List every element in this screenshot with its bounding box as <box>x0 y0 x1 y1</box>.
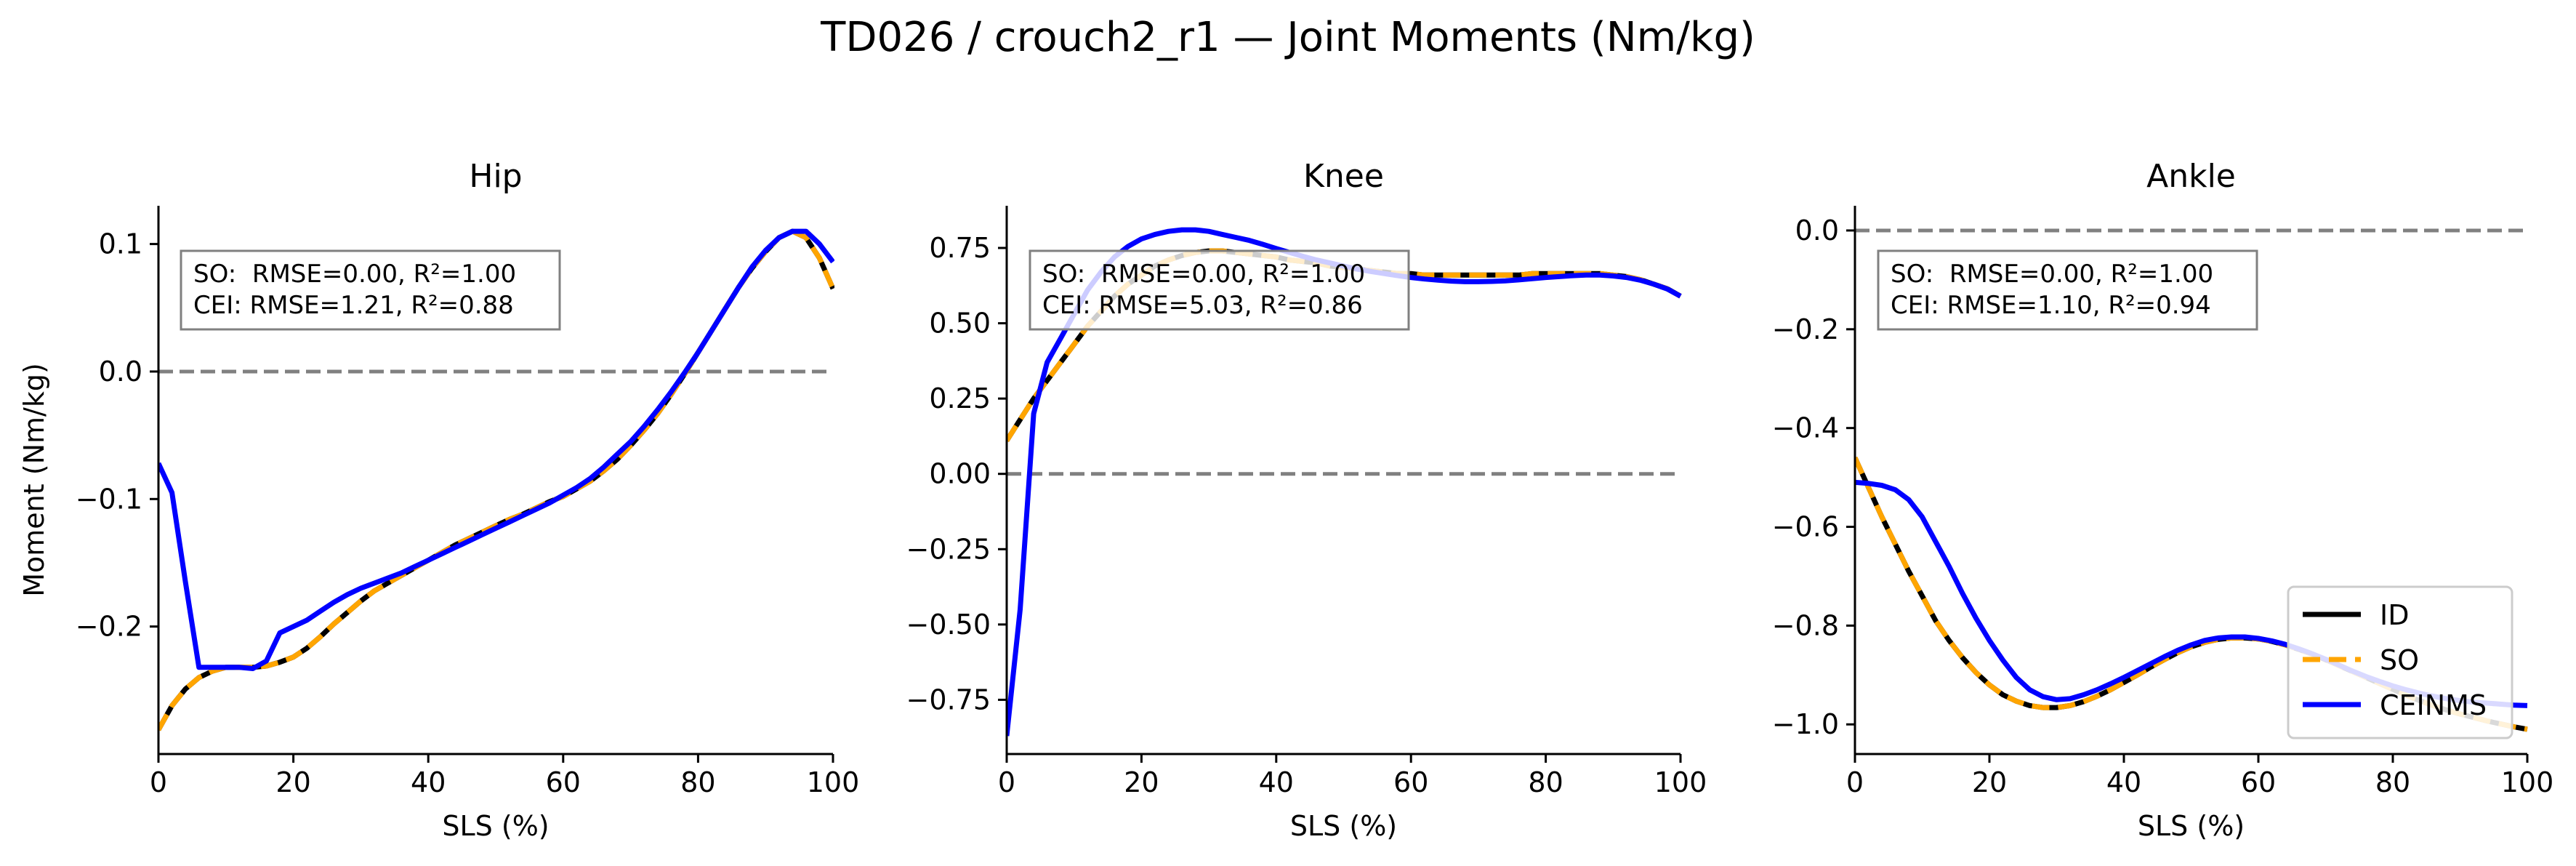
x-tick-label: 40 <box>1259 766 1294 798</box>
y-tick-label: 0.0 <box>1795 215 1839 246</box>
x-tick-label: 100 <box>2501 766 2554 798</box>
x-tick-label: 100 <box>807 766 860 798</box>
panel-title: Knee <box>1303 158 1384 195</box>
stats-box-frame <box>180 249 561 331</box>
x-axis-label: SLS (%) <box>442 810 549 842</box>
y-tick-label: −0.2 <box>76 611 142 643</box>
stats-box-frame <box>1877 249 2258 331</box>
stats-line: SO: RMSE=0.00, R²=1.00 <box>193 260 516 289</box>
y-tick-label: −0.1 <box>76 483 142 515</box>
x-tick-label: 0 <box>998 766 1015 798</box>
legend-label: SO <box>2380 644 2419 676</box>
stats-box-frame <box>1029 249 1410 331</box>
legend: ID SO CEINMS <box>2287 585 2513 739</box>
x-axis-label: SLS (%) <box>2138 810 2245 842</box>
panel-ankle: Ankle 0 20 40 60 80 100 0.0 −0.2 −0.4 −0.6 −0.8 −1.0… <box>1772 158 2554 842</box>
panel-title: Ankle <box>2146 158 2236 195</box>
x-tick-label: 40 <box>411 766 446 798</box>
legend-label: ID <box>2380 599 2409 631</box>
y-tick-label: −1.0 <box>1772 708 1839 740</box>
panel-knee: Knee 0 20 40 60 80 100 0.75 0.50 0.25 0.00 −0.25 −0.… <box>906 158 1707 842</box>
y-tick-label: 0.50 <box>929 308 991 340</box>
y-tick-label: 0.0 <box>99 356 142 388</box>
y-tick-label: 0.00 <box>929 458 991 490</box>
x-tick-label: 0 <box>1846 766 1864 798</box>
x-axis-label: SLS (%) <box>1290 810 1397 842</box>
x-tick-label: 80 <box>1528 766 1563 798</box>
panel-title: Hip <box>469 158 522 195</box>
y-tick-label: −0.75 <box>906 683 991 715</box>
stats-line: SO: RMSE=0.00, R²=1.00 <box>1042 260 1365 289</box>
series-group <box>158 228 834 731</box>
panel-hip: Hip 0 20 40 60 80 100 0.1 0.0 −0.1 −0.2 SLS (%) Mome… <box>18 158 859 842</box>
y-tick-label: −0.4 <box>1772 412 1839 444</box>
x-tick-label: 60 <box>1393 766 1428 798</box>
x-tick-label: 80 <box>680 766 715 798</box>
y-tick-label: 0.25 <box>929 382 991 414</box>
legend-item-ceinms: CEINMS <box>2303 689 2487 721</box>
x-tick-label: 20 <box>1124 766 1159 798</box>
panels: Hip 0 20 40 60 80 100 0.1 0.0 −0.1 −0.2 SLS (%) Mome… <box>18 158 2553 842</box>
y-axis-label: Moment (Nm/kg) <box>18 363 50 597</box>
figure-title: TD026 / crouch2_r1 — Joint Moments (Nm/k… <box>820 14 1755 61</box>
stats-line: CEI: RMSE=5.03, R²=0.86 <box>1042 291 1363 320</box>
stats-line: CEI: RMSE=1.21, R²=0.88 <box>193 291 514 320</box>
legend-item-so: SO <box>2303 644 2419 676</box>
legend-label: CEINMS <box>2380 689 2487 721</box>
stats-line: SO: RMSE=0.00, R²=1.00 <box>1891 260 2213 289</box>
y-tick-label: −0.25 <box>906 533 991 565</box>
x-tick-label: 20 <box>275 766 310 798</box>
legend-frame <box>2287 585 2513 739</box>
x-tick-label: 100 <box>1654 766 1707 798</box>
x-tick-label: 0 <box>150 766 167 798</box>
x-tick-label: 40 <box>2106 766 2141 798</box>
y-tick-label: −0.50 <box>906 609 991 641</box>
x-tick-label: 60 <box>546 766 581 798</box>
x-tick-label: 80 <box>2375 766 2410 798</box>
x-tick-label: 20 <box>1972 766 2007 798</box>
legend-item-id: ID <box>2303 599 2409 631</box>
y-tick-label: −0.2 <box>1772 313 1839 345</box>
x-tick-label: 60 <box>2241 766 2276 798</box>
y-tick-label: −0.8 <box>1772 609 1839 641</box>
y-tick-label: −0.6 <box>1772 511 1839 543</box>
stats-line: CEI: RMSE=1.10, R²=0.94 <box>1891 291 2211 320</box>
y-tick-label: 0.1 <box>99 228 142 260</box>
series-line-ceinms <box>158 228 834 671</box>
y-tick-label: 0.75 <box>929 232 991 264</box>
